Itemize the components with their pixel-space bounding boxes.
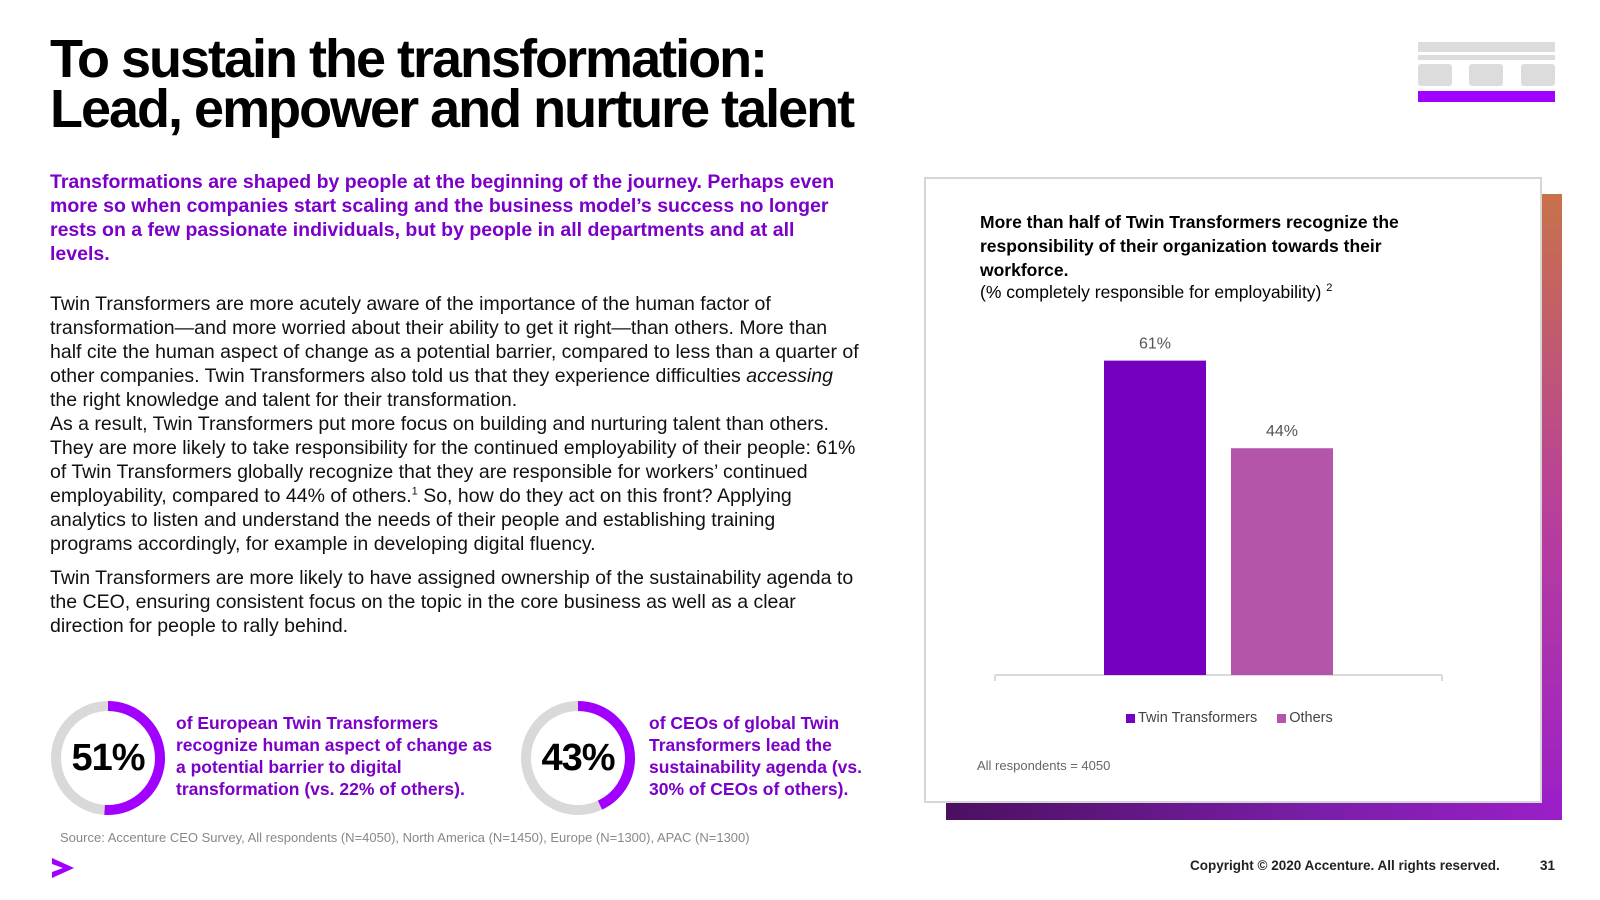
body-paragraph-3: Twin Transformers are more likely to hav… (50, 567, 854, 637)
page-number: 31 (1540, 858, 1556, 873)
body-text: Twin Transformers are more acutely aware… (50, 292, 860, 638)
bar-value-label: 44% (1266, 423, 1298, 440)
body-paragraph-1: Twin Transformers are more acutely aware… (50, 293, 859, 411)
respondents-note: All respondents = 4050 (977, 758, 1111, 773)
donut-value-1: 51% (71, 736, 145, 779)
bar-twin-transformers (1104, 360, 1206, 675)
chart-title: More than half of Twin Transformers reco… (980, 212, 1399, 280)
footnote-ref-1: 1 (411, 485, 418, 498)
donut-arc (521, 701, 635, 815)
stat-text-2: of CEOs of global Twin Transformers lead… (649, 713, 862, 799)
chart-subtitle: (% completely responsible for employabil… (980, 282, 1333, 302)
body-paragraph-2: As a result, Twin Transformers put more … (50, 413, 856, 555)
copyright-text: Copyright © 2020 Accenture. All rights r… (1190, 858, 1500, 873)
footnote-ref-2: 2 (1326, 282, 1333, 295)
stat-text-1: of European Twin Transformers recognize … (176, 713, 493, 799)
intro-paragraph: Transformations are shaped by people at … (50, 171, 835, 265)
legend-swatch (1277, 713, 1287, 723)
chart-legend: Twin Transformers Others (1126, 710, 1333, 726)
page-title-line1: To sustain the transformation: (50, 29, 768, 89)
donut-chart-2 (521, 701, 635, 815)
bar-others (1231, 448, 1333, 675)
donut-chart-1 (51, 701, 165, 815)
section-nav-graphic (1418, 42, 1555, 102)
bar-value-label: 61% (1139, 336, 1171, 353)
bar-chart: 61% 44% (994, 336, 1443, 681)
stat-block-2: 43% of CEOs of global Twin Transformers … (520, 700, 900, 816)
accenture-logo-icon (52, 858, 74, 878)
stat-block-1: 51% of European Twin Transformers recogn… (50, 700, 500, 816)
legend-item-twin-transformers: Twin Transformers (1126, 710, 1257, 726)
page-title: To sustain the transformation: Lead, emp… (50, 29, 855, 139)
donut-value-2: 43% (541, 736, 615, 779)
source-note: Source: Accenture CEO Survey, All respon… (60, 830, 750, 845)
legend-swatch (1126, 713, 1135, 723)
donut-arc (51, 701, 165, 815)
page-title-line2: Lead, empower and nurture talent (50, 79, 855, 139)
legend-item-others: Others (1277, 710, 1333, 726)
